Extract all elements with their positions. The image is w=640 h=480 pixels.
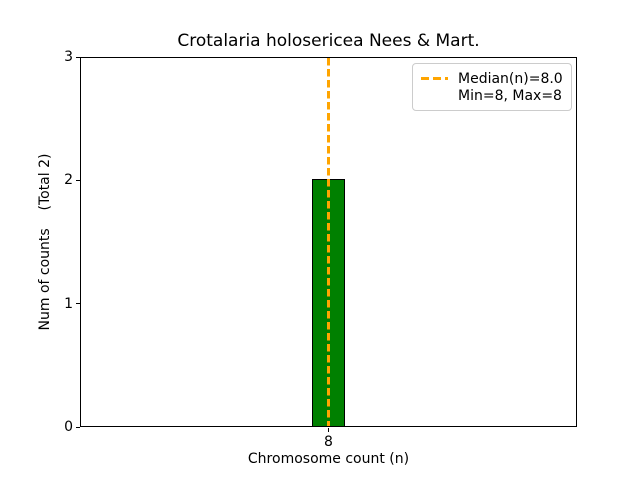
y-tick-label-0: 0	[64, 419, 73, 435]
x-tick-label-8: 8	[324, 434, 333, 450]
legend-label-median: Median(n)=8.0	[458, 70, 563, 87]
legend: Median(n)=8.0 Min=8, Max=8	[412, 63, 572, 111]
dashed-line-legend-icon	[421, 77, 448, 80]
median-line	[327, 58, 330, 426]
y-tick-mark-3	[76, 56, 80, 58]
legend-row-minmax: Min=8, Max=8	[421, 88, 563, 104]
legend-row-median: Median(n)=8.0	[421, 71, 563, 87]
y-tick-label-3: 3	[64, 49, 73, 65]
plot-area: Median(n)=8.0 Min=8, Max=8	[80, 57, 577, 427]
y-tick-label-2: 2	[64, 172, 73, 189]
y-tick-mark-0	[76, 426, 80, 428]
y-tick-mark-1	[76, 303, 80, 305]
x-tick-mark-8	[328, 428, 329, 432]
legend-label-minmax: Min=8, Max=8	[458, 87, 562, 104]
y-tick-mark-2	[76, 179, 80, 181]
y-tick-label-1: 1	[64, 295, 73, 312]
chart-title: Crotalaria holosericea Nees & Mart.	[177, 31, 480, 51]
legend-empty-icon	[421, 94, 448, 97]
x-axis-label: Chromosome count (n)	[247, 451, 410, 467]
